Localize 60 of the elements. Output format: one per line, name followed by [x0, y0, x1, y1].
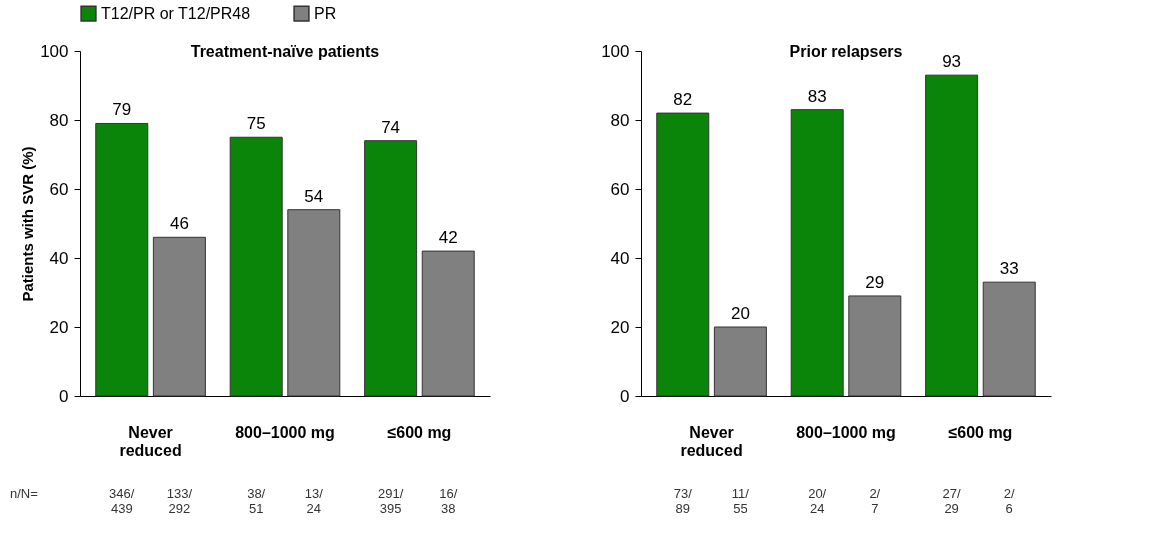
- bar: [152, 236, 206, 397]
- y-tick-label: 80: [610, 110, 630, 130]
- y-tick-label: 100: [40, 41, 69, 61]
- data-label: 82: [673, 90, 693, 110]
- x-tick-label: Never reduced: [680, 423, 743, 459]
- bar: [95, 122, 149, 397]
- data-label: 29: [865, 272, 885, 292]
- chart-title: Prior relapsers: [789, 43, 903, 60]
- x-tick-label: ≤600 mg: [948, 423, 1013, 441]
- y-tick-label: 0: [59, 386, 69, 406]
- text: 133/292: [166, 486, 193, 516]
- y-tick-label: 40: [49, 248, 69, 268]
- y-tick-label: 20: [49, 317, 69, 337]
- text: 346/439: [109, 486, 135, 516]
- y-tick-label: 20: [610, 317, 630, 337]
- data-label: 33: [999, 259, 1019, 279]
- bar: [982, 281, 1036, 397]
- text: 20/24: [808, 486, 827, 516]
- text: 38/51: [247, 486, 266, 516]
- bar: [421, 250, 475, 397]
- text: 11/55: [731, 486, 750, 516]
- y-tick-label: 80: [49, 110, 69, 130]
- legend-label: T12/PR or T12/PR48: [101, 4, 251, 22]
- bar: [656, 112, 710, 397]
- y-axis-title: Patients with SVR (%): [19, 146, 37, 302]
- x-tick-label: ≤600 mg: [387, 423, 452, 441]
- text: 291/395: [377, 486, 404, 516]
- bar: [848, 295, 902, 397]
- data-label: 54: [304, 186, 324, 206]
- y-tick-label: 100: [601, 41, 630, 61]
- data-label: 46: [169, 214, 189, 234]
- y-tick-label: 60: [610, 179, 630, 199]
- text: 27/29: [942, 486, 962, 516]
- data-label: 79: [112, 100, 132, 120]
- data-label: 42: [438, 228, 458, 248]
- data-label: 20: [730, 304, 750, 323]
- bar: [790, 109, 844, 397]
- bar: [364, 140, 418, 397]
- data-label: 75: [246, 114, 266, 134]
- x-tick-label: 800–1000 mg: [796, 423, 896, 441]
- bar: [925, 74, 979, 397]
- text: 73/89: [673, 486, 693, 516]
- text: 2/6: [1003, 486, 1016, 516]
- y-tick-label: 60: [49, 179, 69, 199]
- text: 13/24: [304, 486, 324, 516]
- text: n/N=: [10, 486, 38, 501]
- data-label: 83: [807, 86, 827, 106]
- x-tick-label: 800–1000 mg: [235, 423, 335, 441]
- bar: [229, 136, 283, 397]
- y-tick-label: 0: [620, 386, 630, 406]
- chart-title: Treatment-naïve patients: [190, 43, 380, 60]
- data-label: 93: [942, 52, 962, 72]
- y-tick-label: 40: [610, 248, 630, 268]
- data-label: 74: [381, 117, 401, 137]
- bar: [287, 209, 341, 397]
- x-tick-label: Never reduced: [119, 423, 182, 459]
- bar: [713, 326, 767, 397]
- legend-label: PR: [314, 4, 337, 22]
- text: 2/7: [869, 486, 881, 516]
- text: 16/38: [439, 486, 458, 516]
